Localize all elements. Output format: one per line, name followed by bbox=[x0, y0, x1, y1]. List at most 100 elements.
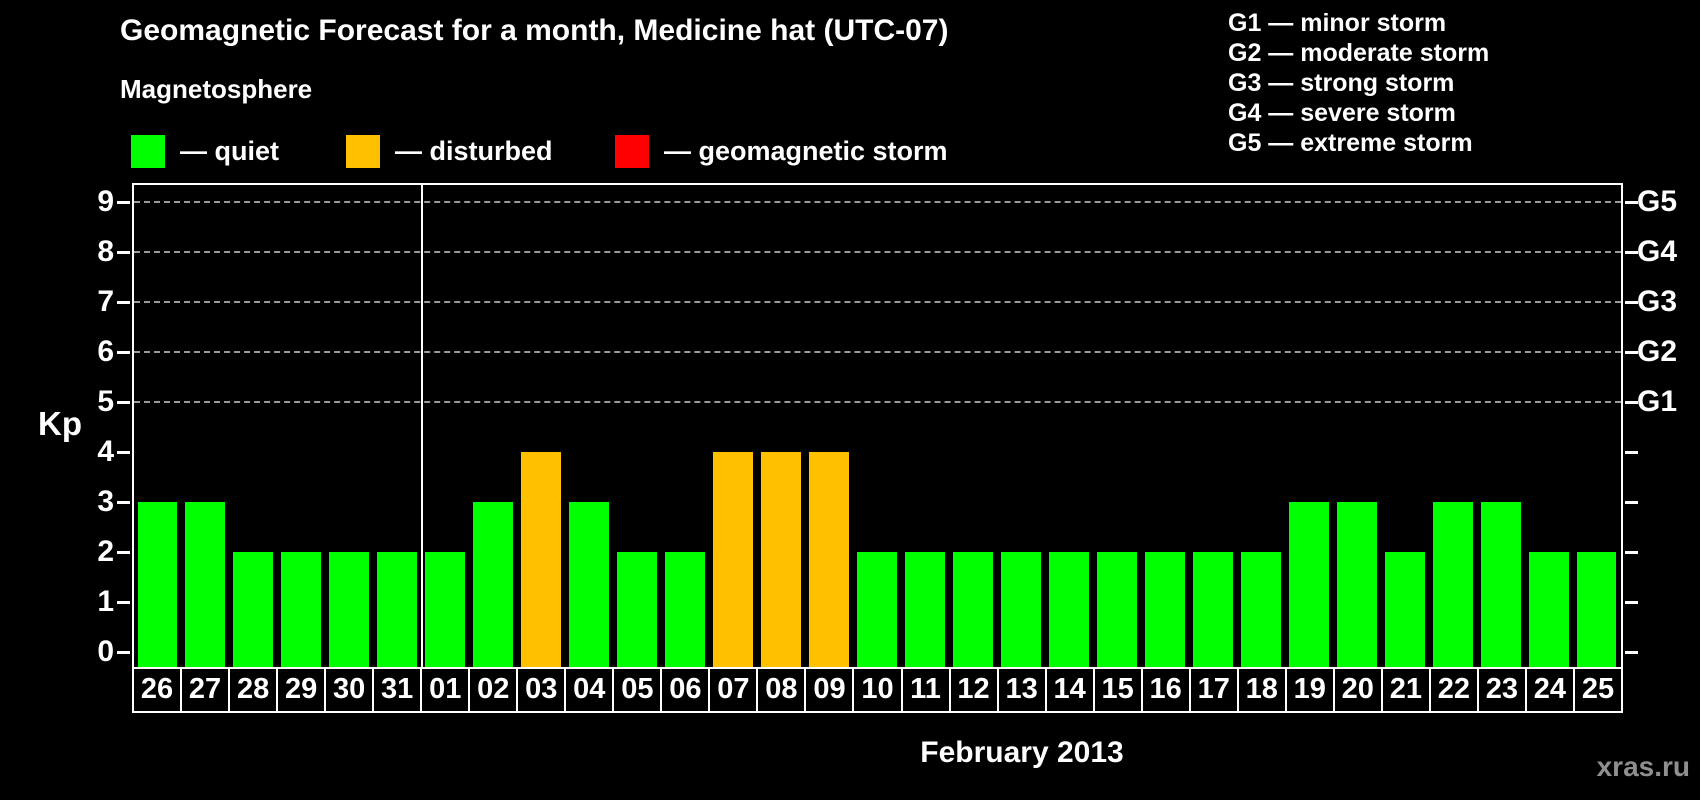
kp-bar-day-24 bbox=[1528, 552, 1569, 667]
kp-bar-day-11 bbox=[904, 552, 945, 667]
kp-bar-day-18 bbox=[1240, 552, 1281, 667]
y-tick-label-4: 4 bbox=[97, 435, 114, 468]
right-tick-kp-6 bbox=[1625, 351, 1638, 354]
day-label-18: 18 bbox=[1236, 667, 1287, 713]
day-label-23: 23 bbox=[1476, 667, 1527, 713]
kp-bar-day-13 bbox=[1000, 552, 1041, 667]
day-label-22: 22 bbox=[1428, 667, 1479, 713]
y-tick-label-1: 1 bbox=[97, 585, 114, 618]
right-tick-kp-4 bbox=[1625, 451, 1638, 454]
left-tick-kp-6 bbox=[117, 351, 130, 354]
day-label-19: 19 bbox=[1284, 667, 1335, 713]
left-tick-kp-2 bbox=[117, 551, 130, 554]
left-tick-kp-8 bbox=[117, 251, 130, 254]
y-axis-title: Kp bbox=[38, 405, 82, 442]
day-label-24: 24 bbox=[1524, 667, 1575, 713]
day-label-26: 26 bbox=[132, 667, 183, 713]
day-label-25: 25 bbox=[1572, 667, 1623, 713]
kp-bar-day-19 bbox=[1288, 502, 1329, 667]
left-tick-kp-0 bbox=[117, 651, 130, 654]
day-label-06: 06 bbox=[660, 667, 711, 713]
plot-area bbox=[117, 183, 1638, 667]
kp-bar-day-01 bbox=[425, 552, 466, 667]
y-tick-label-6: 6 bbox=[97, 335, 114, 368]
legend-item-storm: — geomagnetic storm bbox=[615, 133, 948, 169]
kp-bar-day-20 bbox=[1336, 502, 1377, 667]
legend-item-disturbed: — disturbed bbox=[346, 133, 553, 169]
x-axis-title: February 2013 bbox=[920, 736, 1124, 769]
y-tick-label-0: 0 bbox=[97, 635, 114, 668]
day-label-12: 12 bbox=[948, 667, 999, 713]
kp-bar-day-22 bbox=[1432, 502, 1473, 667]
day-label-17: 17 bbox=[1188, 667, 1239, 713]
day-label-13: 13 bbox=[996, 667, 1047, 713]
right-axis-label-g3: G3 bbox=[1637, 285, 1678, 318]
kp-bar-day-02 bbox=[473, 502, 514, 667]
day-label-11: 11 bbox=[900, 667, 951, 713]
kp-bar-day-29 bbox=[281, 552, 322, 667]
kp-bar-day-09 bbox=[809, 452, 849, 667]
right-axis-label-g1: G1 bbox=[1637, 385, 1678, 418]
y-tick-label-9: 9 bbox=[97, 185, 114, 218]
left-tick-kp-4 bbox=[117, 451, 130, 454]
kp-bar-day-31 bbox=[377, 552, 418, 667]
day-label-28: 28 bbox=[228, 667, 279, 713]
y-tick-label-8: 8 bbox=[97, 235, 114, 268]
g3-legend-line: G3 — strong storm bbox=[1228, 69, 1455, 97]
kp-bar-day-26 bbox=[137, 502, 178, 667]
kp-bar-day-07 bbox=[713, 452, 754, 667]
day-label-01: 01 bbox=[420, 667, 471, 713]
y-tick-label-3: 3 bbox=[97, 485, 114, 518]
kp-bar-day-21 bbox=[1384, 552, 1425, 667]
right-axis-label-g4: G4 bbox=[1637, 235, 1678, 268]
kp-bar-day-17 bbox=[1192, 552, 1233, 667]
kp-bar-day-14 bbox=[1048, 552, 1089, 667]
day-label-04: 04 bbox=[564, 667, 615, 713]
gridline-kp-7 bbox=[134, 301, 1621, 303]
day-label-29: 29 bbox=[276, 667, 327, 713]
month-separator-line bbox=[420, 185, 423, 667]
kp-bar-day-28 bbox=[233, 552, 274, 667]
gridline-kp-9 bbox=[134, 201, 1621, 203]
right-axis-label-g5: G5 bbox=[1637, 185, 1678, 218]
gridline-kp-5 bbox=[134, 401, 1621, 403]
day-label-14: 14 bbox=[1044, 667, 1095, 713]
day-label-31: 31 bbox=[372, 667, 423, 713]
kp-bar-day-15 bbox=[1096, 552, 1137, 667]
g1-legend-line: G1 — minor storm bbox=[1228, 9, 1447, 37]
g4-legend-line: G4 — severe storm bbox=[1228, 99, 1456, 127]
y-tick-label-5: 5 bbox=[97, 385, 114, 418]
right-tick-kp-8 bbox=[1625, 251, 1638, 254]
kp-bar-day-10 bbox=[857, 552, 897, 667]
right-axis-label-g2: G2 bbox=[1637, 335, 1678, 368]
gridline-kp-8 bbox=[134, 251, 1621, 253]
y-tick-label-2: 2 bbox=[97, 535, 114, 568]
day-label-09: 09 bbox=[804, 667, 855, 713]
right-tick-kp-3 bbox=[1625, 501, 1638, 504]
right-tick-kp-5 bbox=[1625, 401, 1638, 404]
legend-label-disturbed: — disturbed bbox=[395, 135, 553, 166]
left-tick-kp-3 bbox=[117, 501, 130, 504]
watermark: xras.ru bbox=[1596, 751, 1690, 782]
day-label-02: 02 bbox=[468, 667, 519, 713]
kp-bar-day-06 bbox=[665, 552, 706, 667]
kp-bar-day-05 bbox=[617, 552, 658, 667]
kp-bar-day-03 bbox=[521, 452, 562, 667]
quiet-color-swatch bbox=[131, 134, 165, 168]
left-tick-kp-9 bbox=[117, 201, 130, 204]
right-tick-kp-2 bbox=[1625, 551, 1638, 554]
y-tick-label-7: 7 bbox=[97, 285, 114, 318]
gridline-kp-6 bbox=[134, 351, 1621, 353]
kp-bar-day-23 bbox=[1480, 502, 1521, 667]
g-scale-legend: G1 — minor storm G2 — moderate storm G3 … bbox=[1228, 8, 1489, 158]
day-label-15: 15 bbox=[1092, 667, 1143, 713]
legend-label-quiet: — quiet bbox=[180, 135, 279, 166]
disturbed-color-swatch bbox=[346, 134, 380, 168]
storm-color-swatch bbox=[615, 134, 649, 168]
kp-bar-day-08 bbox=[761, 452, 802, 667]
kp-bar-day-27 bbox=[185, 502, 226, 667]
left-tick-kp-1 bbox=[117, 601, 130, 604]
day-label-07: 07 bbox=[708, 667, 759, 713]
day-label-21: 21 bbox=[1380, 667, 1431, 713]
